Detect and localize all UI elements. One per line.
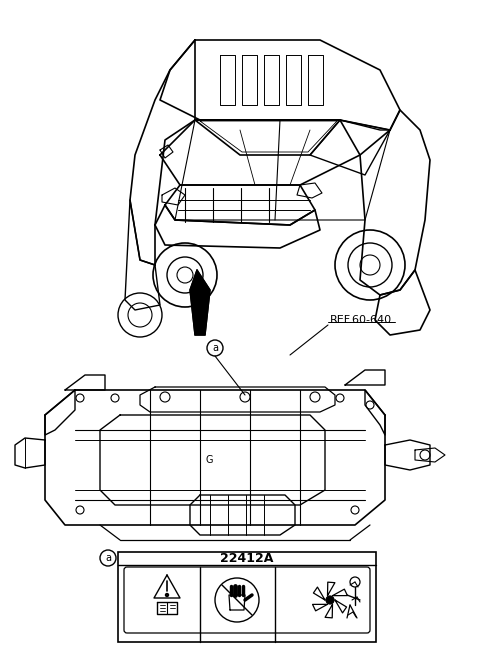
Text: REF.60-640: REF.60-640 — [330, 315, 392, 325]
Text: a: a — [105, 553, 111, 563]
Polygon shape — [190, 270, 210, 335]
FancyBboxPatch shape — [124, 567, 370, 633]
FancyBboxPatch shape — [118, 552, 376, 642]
Text: 22412A: 22412A — [220, 552, 274, 565]
Circle shape — [166, 594, 168, 596]
Text: G: G — [205, 455, 213, 465]
Circle shape — [326, 596, 334, 604]
Text: a: a — [212, 343, 218, 353]
